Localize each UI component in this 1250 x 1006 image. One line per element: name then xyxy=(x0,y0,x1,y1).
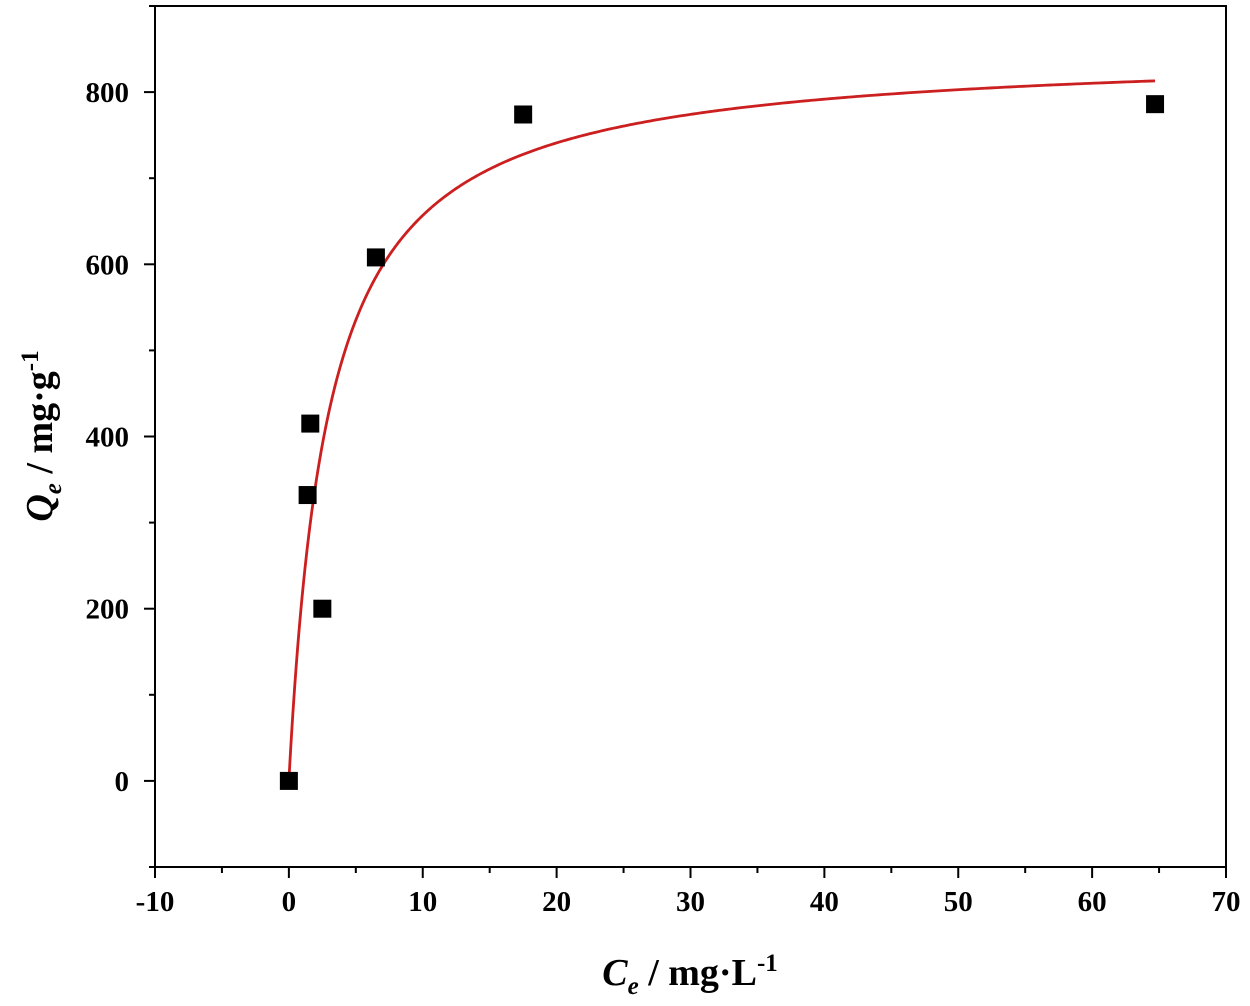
data-point xyxy=(279,771,298,790)
fit-curve xyxy=(287,79,1156,774)
data-point xyxy=(514,105,533,124)
data-point xyxy=(1146,95,1165,114)
y-axis-title: Qe / mg·g-1 xyxy=(17,350,67,521)
data-point xyxy=(366,248,385,267)
x-tick-label: 10 xyxy=(408,886,437,918)
y-axis-tick-labels: 0 200 400 600 800 xyxy=(86,77,130,798)
x-tick-label: 0 xyxy=(282,886,297,918)
y-tick-label: 200 xyxy=(86,594,130,626)
x-axis-title-subscript: e xyxy=(628,973,639,1000)
y-axis-title-symbol: Q xyxy=(19,494,61,521)
x-tick-label: -10 xyxy=(136,886,175,918)
x-axis-title: Ce / mg·L-1 xyxy=(602,950,778,1000)
data-point xyxy=(298,486,317,505)
x-tick-label: 40 xyxy=(810,886,839,918)
x-axis-tick-labels: -10 0 10 20 30 40 50 60 70 xyxy=(136,886,1241,918)
y-axis-title-subscript: e xyxy=(40,483,67,494)
data-point xyxy=(313,599,332,618)
x-tick-label: 20 xyxy=(542,886,571,918)
x-tick-label: 50 xyxy=(944,886,973,918)
x-tick-label: 70 xyxy=(1212,886,1241,918)
y-axis-title-exponent: -1 xyxy=(17,350,44,371)
data-point xyxy=(301,414,320,433)
data-points xyxy=(279,95,1165,790)
x-axis-ticks xyxy=(154,867,1227,878)
y-axis-title-unit: / mg·g xyxy=(19,371,61,483)
y-tick-label: 0 xyxy=(115,766,130,798)
x-axis-title-exponent: -1 xyxy=(757,950,778,977)
x-axis-title-unit: / mg·L xyxy=(639,952,757,994)
plot-frame xyxy=(154,5,1227,868)
y-tick-label: 600 xyxy=(86,249,130,281)
y-tick-label: 800 xyxy=(86,77,130,109)
x-tick-label: 30 xyxy=(676,886,705,918)
y-tick-label: 400 xyxy=(86,422,130,454)
x-axis-title-symbol: C xyxy=(602,952,628,994)
x-tick-label: 60 xyxy=(1078,886,1107,918)
y-axis-ticks xyxy=(144,5,155,868)
